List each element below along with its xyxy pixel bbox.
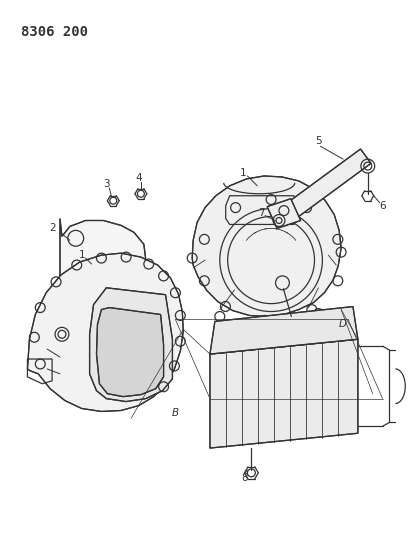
Text: 8: 8 bbox=[240, 473, 247, 483]
Text: B: B bbox=[171, 408, 179, 418]
Text: 1: 1 bbox=[240, 168, 246, 178]
Polygon shape bbox=[267, 199, 300, 229]
Text: 1: 1 bbox=[78, 250, 85, 260]
Text: 8306 200: 8306 200 bbox=[20, 25, 87, 38]
Text: 3: 3 bbox=[103, 179, 109, 189]
Text: 7: 7 bbox=[257, 207, 264, 217]
Polygon shape bbox=[209, 339, 357, 448]
Text: D: D bbox=[338, 319, 346, 329]
Polygon shape bbox=[27, 253, 183, 411]
Text: 2: 2 bbox=[49, 223, 55, 233]
Polygon shape bbox=[275, 149, 370, 225]
Polygon shape bbox=[60, 219, 146, 298]
Text: 6: 6 bbox=[378, 200, 385, 211]
Text: 4: 4 bbox=[135, 173, 142, 183]
Polygon shape bbox=[209, 306, 357, 354]
Polygon shape bbox=[192, 176, 340, 317]
Polygon shape bbox=[96, 308, 163, 397]
Polygon shape bbox=[90, 288, 172, 401]
Text: 5: 5 bbox=[315, 136, 321, 147]
